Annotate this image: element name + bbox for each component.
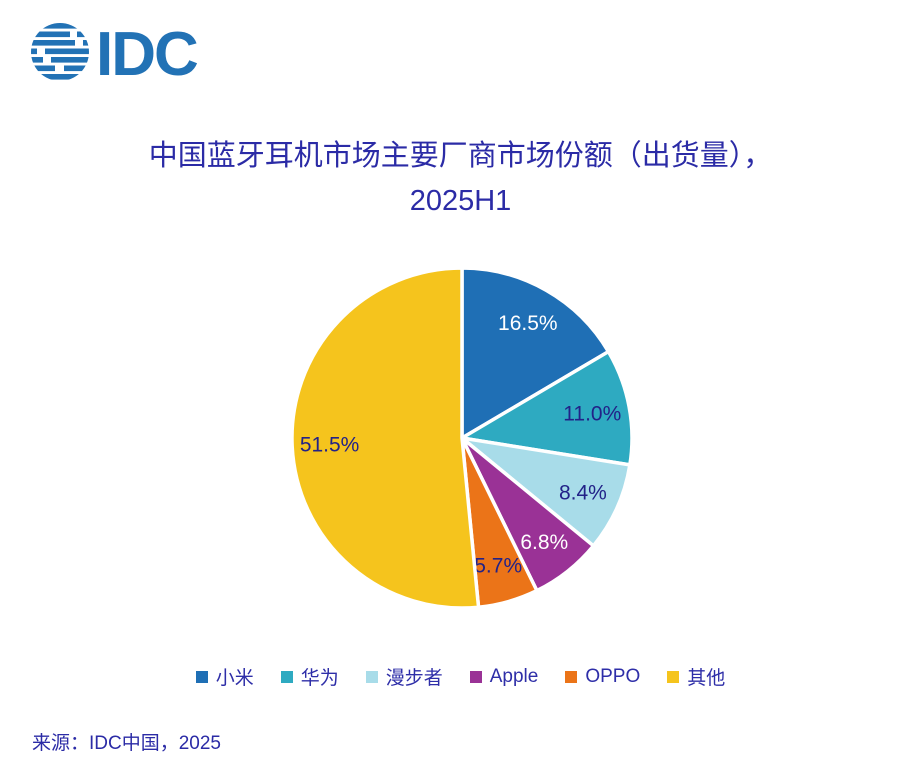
legend-item-1: 华为 (280, 663, 339, 690)
pie-slice-1 (460, 349, 634, 467)
pie-data-label-5: 51.5% (300, 434, 360, 457)
legend-swatch-icon (280, 670, 293, 683)
idc-logo: IDC (30, 18, 220, 89)
pie-data-label-1: 11.0% (563, 402, 621, 425)
idc-logo-text: IDC (96, 20, 198, 86)
chart-title-line1: 中国蓝牙耳机市场主要厂商市场份额（出货量）， (148, 140, 773, 172)
legend-swatch-icon (565, 670, 578, 683)
legend-item-3: Apple (469, 665, 539, 688)
legend-item-2: 漫步者 (365, 663, 443, 690)
legend-label: Apple (489, 665, 539, 687)
pie-data-label-2: 8.4% (559, 481, 607, 504)
legend-item-4: OPPO (565, 666, 640, 688)
chart-legend: 小米 华为 漫步者 Apple OPPO 其他 (0, 663, 921, 690)
legend-swatch-icon (195, 670, 208, 683)
legend-label: OPPO (585, 665, 641, 687)
legend-label: 小米 (215, 668, 254, 689)
legend-label: 其他 (687, 668, 726, 689)
legend-item-0: 小米 (195, 663, 254, 690)
pie-data-label-0: 16.5% (498, 312, 558, 335)
pie-slice-0 (460, 266, 611, 440)
pie-slice-5 (290, 266, 481, 610)
legend-swatch-icon (469, 670, 482, 683)
pie-data-label-4: 5.7% (474, 555, 522, 578)
legend-swatch-icon (365, 670, 378, 683)
legend-swatch-icon (667, 670, 680, 683)
legend-label: 漫步者 (385, 668, 443, 689)
legend-label: 华为 (300, 668, 339, 689)
idc-logo-graphic: IDC (31, 20, 200, 89)
pie-chart-area: 16.5% 11.0% 8.4% 6.8% 5.7% 51.5% (282, 258, 642, 618)
pie-chart: 16.5% 11.0% 8.4% 6.8%5.7% 51.5% (290, 266, 634, 610)
source-note: 来源：IDC中国，2025 (32, 733, 221, 754)
legend-item-5: 其他 (667, 663, 725, 690)
pie-data-label-3: 6.8% (520, 531, 568, 554)
chart-title: 中国蓝牙耳机市场主要厂商市场份额（出货量）， 2025H1 (0, 134, 921, 224)
chart-title-line2: 2025H1 (409, 185, 512, 217)
